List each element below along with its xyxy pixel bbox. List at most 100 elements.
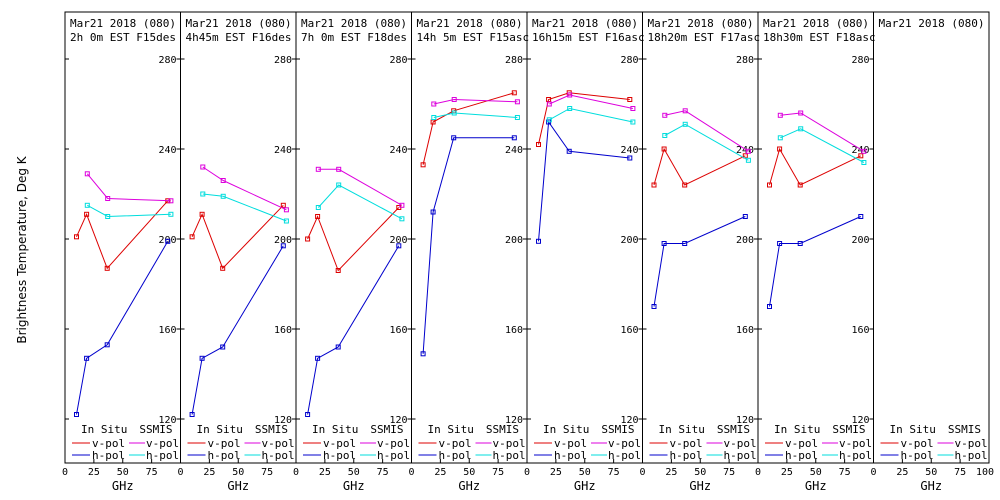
legend-insitu-v-label: v-pol xyxy=(92,437,125,450)
y-tick-label: 160 xyxy=(620,325,638,336)
data-point xyxy=(682,182,688,188)
data-point xyxy=(798,110,804,116)
x-axis-label: GHz xyxy=(112,479,134,493)
y-tick-label: 280 xyxy=(505,55,523,66)
x-tick-label: 50 xyxy=(117,467,129,478)
data-point xyxy=(858,214,864,219)
legend-ssmis-title: SSMIS xyxy=(601,423,634,436)
data-point xyxy=(165,238,171,244)
data-point xyxy=(511,135,517,141)
x-axis-label: GHz xyxy=(343,479,365,493)
legend-ssmis-v-label: v-pol xyxy=(377,437,410,450)
x-axis-label: GHz xyxy=(458,479,480,493)
y-tick-label: 120 xyxy=(736,415,754,426)
data-point xyxy=(220,193,226,199)
x-tick-label: 25 xyxy=(434,467,446,478)
legend-insitu-title: In Situ xyxy=(774,423,820,436)
data-point xyxy=(200,164,206,170)
x-tick-label: 50 xyxy=(810,467,822,478)
data-point xyxy=(283,218,289,224)
data-point xyxy=(745,157,751,163)
legend-insitu-v-label: v-pol xyxy=(439,437,472,450)
series-line-4 xyxy=(549,107,634,123)
y-tick-label: 280 xyxy=(158,55,176,66)
y-tick-label: 120 xyxy=(620,415,638,426)
legend-insitu-title: In Situ xyxy=(543,423,589,436)
data-point xyxy=(662,112,668,118)
x-tick-label: 75 xyxy=(839,467,851,478)
data-point xyxy=(283,207,289,213)
series-line-3 xyxy=(202,166,287,211)
data-point xyxy=(220,265,226,271)
legend-insitu-v-label: v-pol xyxy=(323,437,356,450)
data-point xyxy=(451,135,457,141)
x-tick-label: 25 xyxy=(319,467,331,478)
data-point xyxy=(189,234,195,240)
legend-insitu-h-label: h-pol xyxy=(208,449,241,462)
data-point xyxy=(420,351,426,357)
data-point xyxy=(104,342,110,348)
y-tick-label: 160 xyxy=(851,325,869,336)
legend-insitu-title: In Situ xyxy=(197,423,243,436)
y-tick-label: 160 xyxy=(274,325,292,336)
data-point xyxy=(280,243,286,249)
data-point xyxy=(168,198,174,204)
data-point xyxy=(84,171,90,177)
panel-group: Mar21 2018 (080)2h 0m EST F15des12016020… xyxy=(62,11,994,493)
legend-ssmis-title: SSMIS xyxy=(486,423,519,436)
data-point xyxy=(777,146,783,152)
data-point xyxy=(566,148,572,154)
x-tick-label: 0 xyxy=(755,467,761,478)
legend-ssmis-v-label: v-pol xyxy=(146,437,179,450)
x-tick-label: 100 xyxy=(976,467,994,478)
y-tick-label: 200 xyxy=(274,235,292,246)
legend-ssmis-v-label: v-pol xyxy=(839,437,872,450)
x-tick-label: 75 xyxy=(723,467,735,478)
data-point xyxy=(315,166,321,172)
series-line-3 xyxy=(433,98,518,105)
panel-title-time: 18h20m EST F17asc xyxy=(648,31,761,44)
x-tick-label: 0 xyxy=(62,467,68,478)
y-tick-label: 120 xyxy=(158,415,176,426)
y-tick-label: 240 xyxy=(620,145,638,156)
legend-ssmis-title: SSMIS xyxy=(139,423,172,436)
y-tick-label: 280 xyxy=(389,55,407,66)
series-line-2 xyxy=(76,241,169,415)
x-tick-label: 0 xyxy=(870,467,876,478)
legend-ssmis-v-label: v-pol xyxy=(724,437,757,450)
panel-4: Mar21 2018 (080)14h 5m EST F15asc 120 160 2… xyxy=(408,11,529,493)
panel-2: Mar21 2018 (080)4h45m EST F16des 120 160 20… xyxy=(177,11,297,493)
series-line-2 xyxy=(422,137,515,354)
data-point xyxy=(661,146,667,152)
series-line-3 xyxy=(549,94,634,109)
data-point xyxy=(74,412,79,417)
data-point xyxy=(514,115,520,120)
x-tick-label: 75 xyxy=(492,467,504,478)
legend-ssmis-title: SSMIS xyxy=(832,423,865,436)
y-tick-label: 280 xyxy=(851,55,869,66)
data-point xyxy=(742,153,748,159)
x-tick-label: 50 xyxy=(579,467,591,478)
data-point xyxy=(514,99,520,105)
legend-ssmis-h-label: h-pol xyxy=(724,449,757,462)
data-point xyxy=(630,106,636,111)
y-tick-label: 120 xyxy=(274,415,292,426)
data-point xyxy=(396,243,402,249)
series-line-2 xyxy=(191,245,284,415)
legend-ssmis-h-label: h-pol xyxy=(839,449,872,462)
data-point xyxy=(546,117,552,123)
panel-title-date: Mar21 2018 (080) xyxy=(648,17,754,30)
y-tick-label: 120 xyxy=(851,415,869,426)
x-tick-label: 75 xyxy=(146,467,158,478)
series-line-4 xyxy=(202,193,287,222)
panel-1: Mar21 2018 (080)2h 0m EST F15des 120 160 20… xyxy=(62,11,181,493)
data-point xyxy=(280,202,286,208)
data-point xyxy=(399,216,405,222)
data-point xyxy=(745,148,751,154)
series-line-4 xyxy=(433,112,518,118)
data-point xyxy=(315,355,321,361)
x-tick-label: 50 xyxy=(463,467,475,478)
legend-insitu-title: In Situ xyxy=(312,423,358,436)
legend-insitu-h-label: h-pol xyxy=(901,449,934,462)
